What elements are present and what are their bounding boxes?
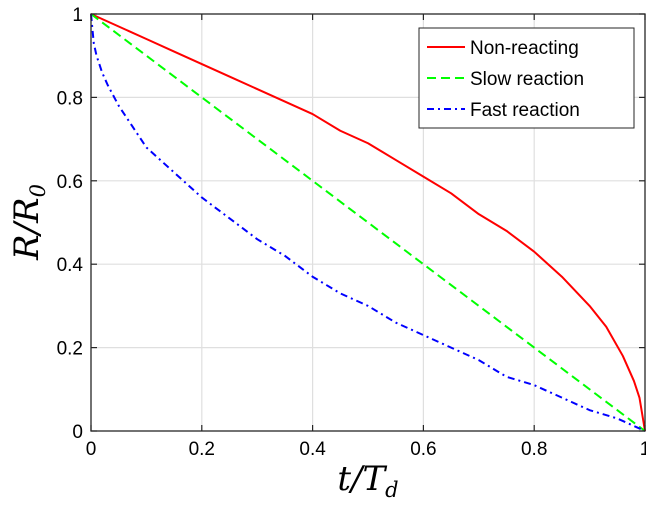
- x-tick-label-3: 0.6: [410, 439, 436, 460]
- x-axis-label-subscript: d: [385, 478, 398, 502]
- legend-label-non-reacting: Non-reacting: [470, 38, 579, 59]
- series-line-slow-reaction: [90, 13, 646, 432]
- legend-label-slow-reaction: Slow reaction: [470, 69, 584, 90]
- y-tick-label-2: 0.4: [57, 255, 84, 276]
- y-tick-label-0: 0: [72, 422, 83, 443]
- legend: Non-reacting Slow reaction Fast reaction: [418, 27, 635, 129]
- x-tick-label-5: 1: [640, 439, 646, 460]
- series-group: [90, 13, 646, 432]
- x-tick-label-2: 0.4: [299, 439, 326, 460]
- y-tick-label-4: 0.8: [57, 88, 83, 109]
- y-axis-label-subscript: 0: [26, 184, 50, 197]
- series-line-fast-reaction: [90, 13, 646, 432]
- y-tick-label-5: 1: [72, 5, 83, 26]
- legend-box: [418, 27, 635, 129]
- ticks: 0 0.2 0.4 0.6 0.8 1 0 0.2 0.4 0.6 0.8 1: [57, 5, 646, 460]
- x-tick-label-4: 0.8: [521, 439, 547, 460]
- y-axis-label-main: R/R: [7, 197, 47, 261]
- series-line-non-reacting: [90, 13, 646, 432]
- x-tick-label-0: 0: [86, 439, 97, 460]
- legend-label-fast-reaction: Fast reaction: [470, 100, 580, 121]
- plot-frame: [90, 13, 646, 432]
- x-axis-label: t/Td: [337, 459, 398, 502]
- y-tick-label-3: 0.6: [57, 172, 83, 193]
- x-tick-label-1: 0.2: [189, 439, 215, 460]
- x-axis-label-main: t/T: [337, 459, 387, 499]
- y-axis-label: R/R0: [7, 184, 50, 261]
- y-tick-label-1: 0.2: [57, 339, 83, 360]
- legend-items: Non-reacting Slow reaction Fast reaction: [427, 38, 584, 121]
